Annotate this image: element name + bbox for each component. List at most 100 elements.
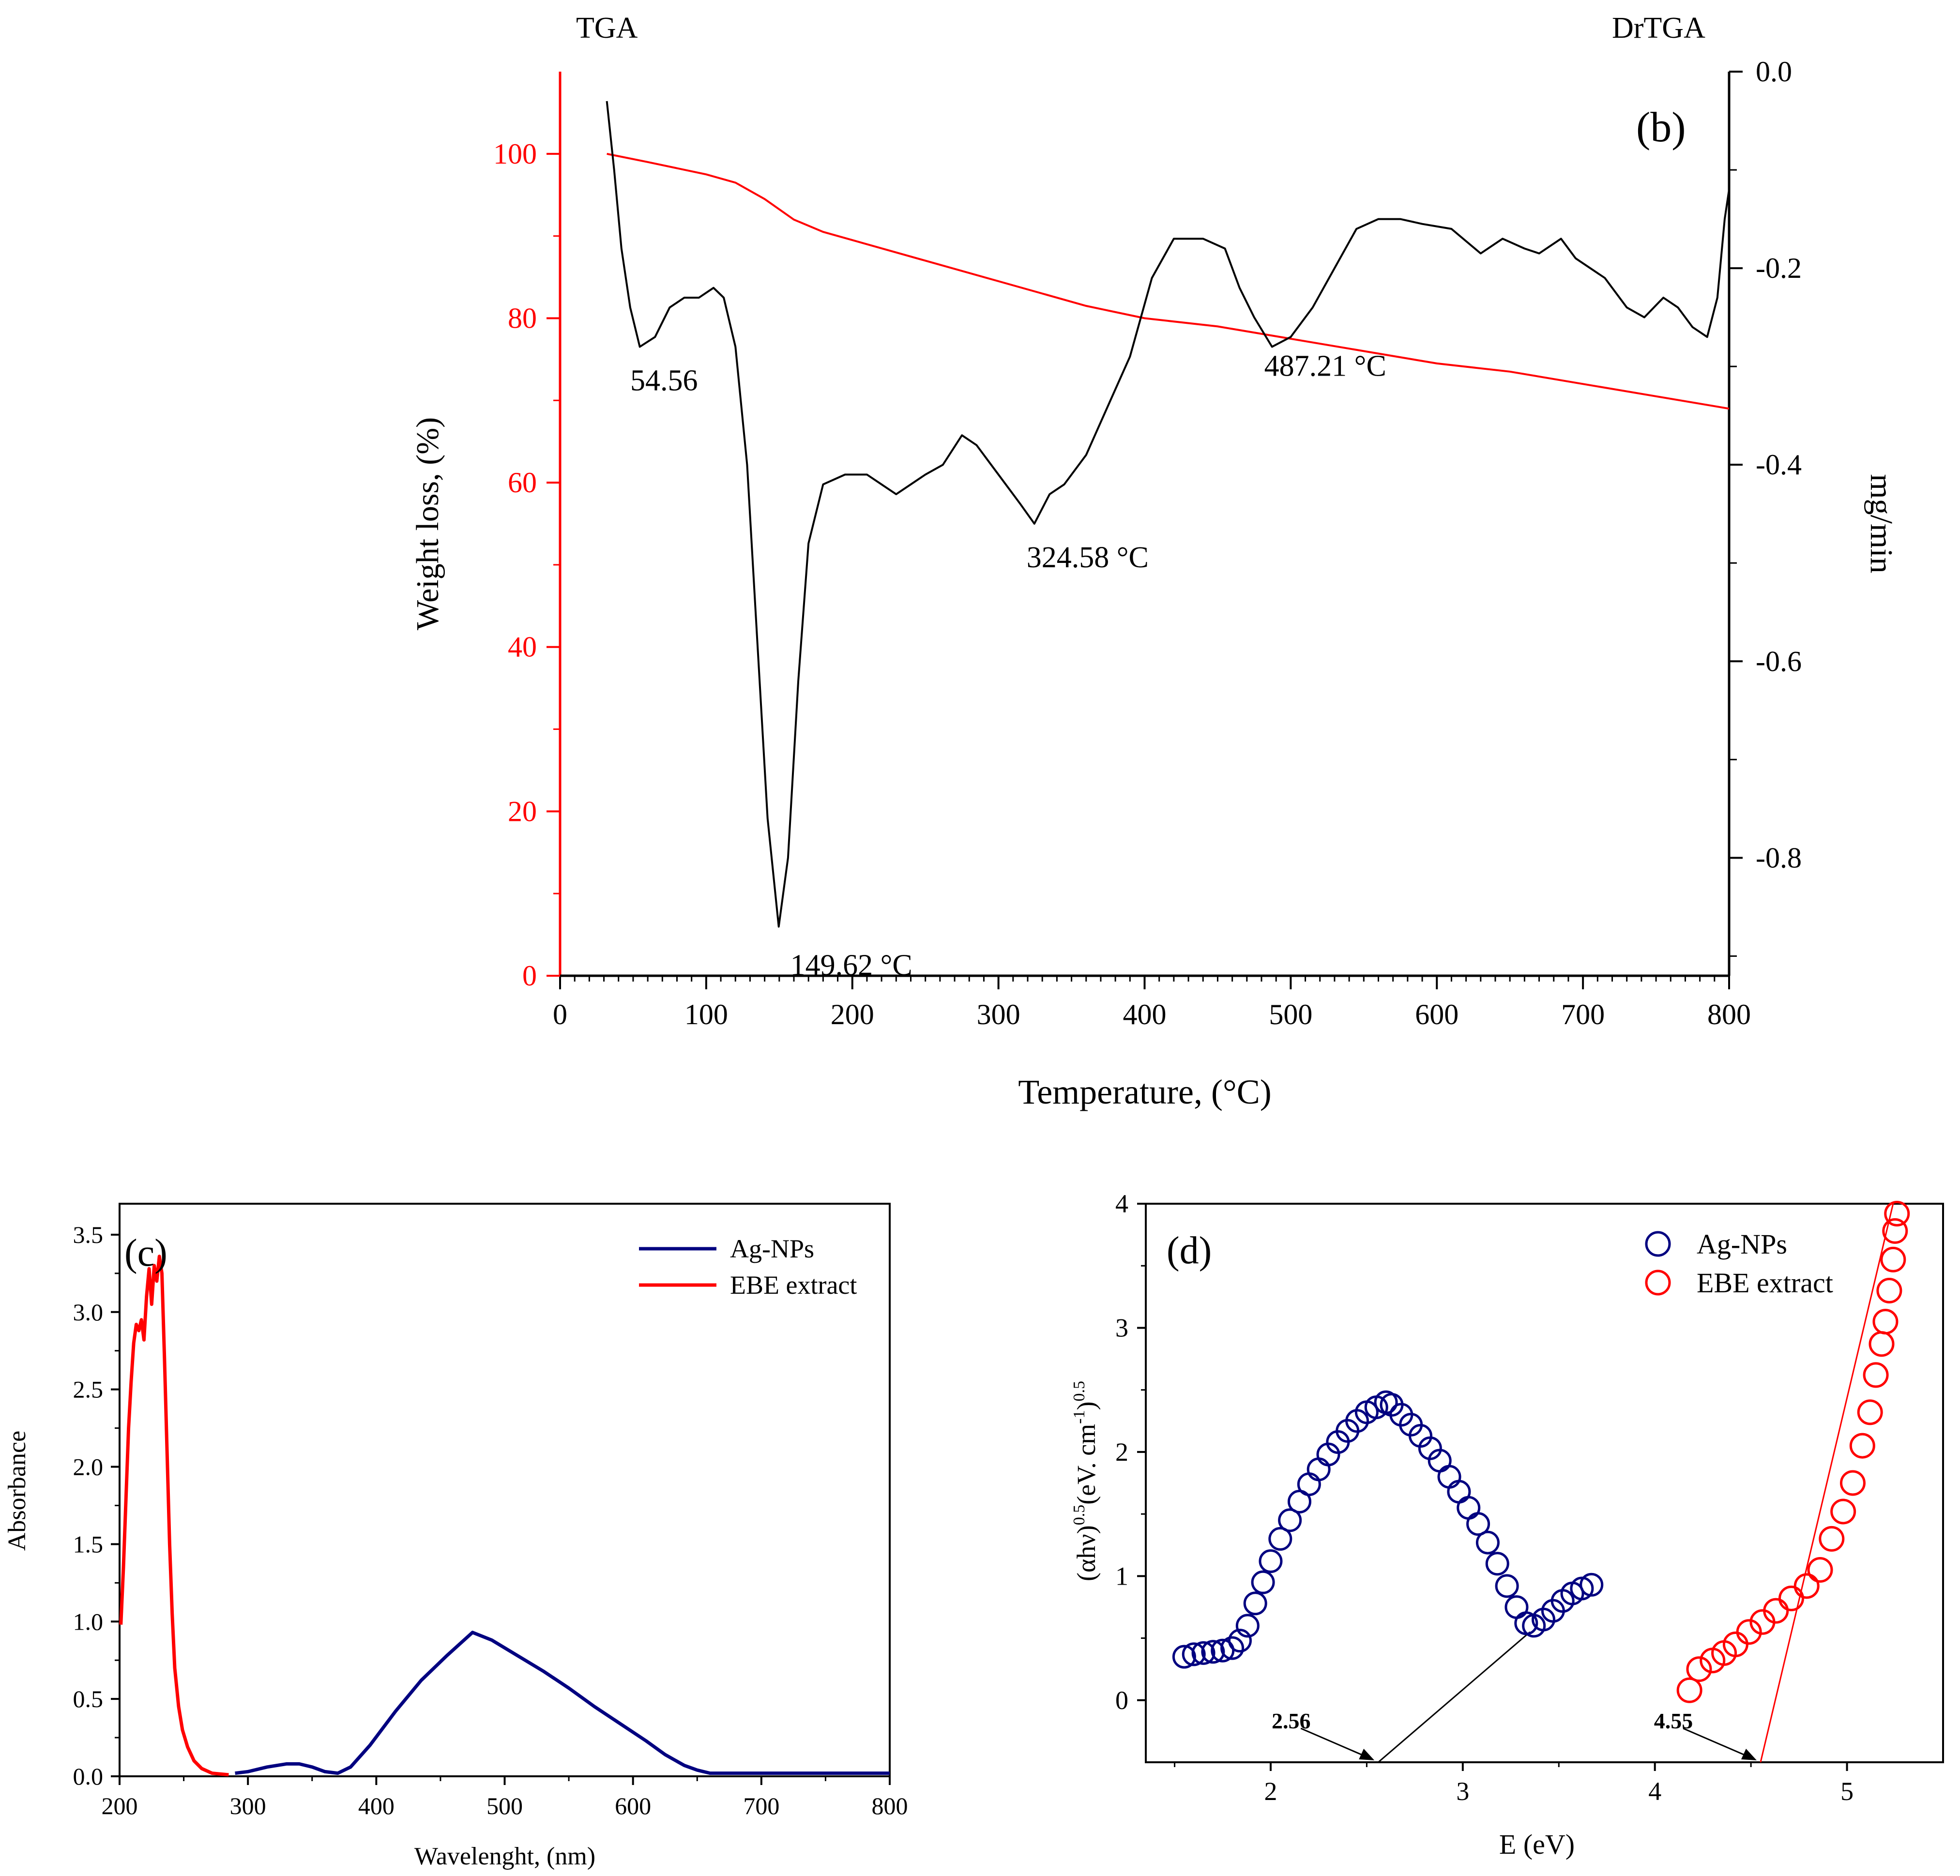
c-x-tick-label: 300: [230, 1792, 266, 1819]
d-ylabel-sup: 0.5: [1070, 1505, 1088, 1526]
panel-c-absorbance-chart: 200 300 400 500 600 700 800 0.0 0.5 1.0 1.5 2.0 2.5…: [3, 1203, 908, 1870]
d-data-marker: [1839, 1470, 1866, 1496]
b-x-tick-label: 300: [977, 999, 1020, 1030]
d-y-tick-label: 0: [1115, 1686, 1128, 1715]
d-y-tick-label: 4: [1115, 1189, 1128, 1218]
d-data-marker: [1686, 1656, 1712, 1682]
d-x-tick-label: 5: [1840, 1777, 1854, 1806]
b-y-tick-label: 0: [522, 960, 537, 992]
d-legend-ebe-extract-marker: [1645, 1270, 1671, 1296]
d-data-marker: [1736, 1619, 1762, 1645]
d-data-marker: [1763, 1598, 1789, 1624]
d-x-ticks: 2 3 4 5: [1174, 1762, 1854, 1806]
b-x-tick-label: 800: [1707, 999, 1751, 1030]
b-x-axis-label: Temperature, (°C): [1018, 1073, 1272, 1111]
c-x-tick-label: 200: [102, 1792, 138, 1819]
b-y2-tick-label: -0.2: [1756, 252, 1802, 284]
d-data-marker: [1849, 1433, 1875, 1459]
b-x-tick-label: 400: [1123, 999, 1167, 1030]
c-panel-label: (c): [124, 1232, 167, 1274]
c-x-tick-label: 700: [743, 1792, 779, 1819]
b-drtga-series-line: [606, 101, 1730, 928]
b-panel-label: (b): [1636, 104, 1686, 151]
d-legend: Ag-NPs EBE extract: [1645, 1228, 1833, 1299]
b-tga-series-line: [607, 152, 1730, 410]
c-y-tick-label: 1.5: [73, 1530, 104, 1558]
c-x-tick-label: 400: [358, 1792, 395, 1819]
d-x-axis-label: E (eV): [1499, 1829, 1575, 1860]
d-data-marker: [1172, 1645, 1196, 1669]
d-data-marker: [1884, 1201, 1910, 1227]
b-peak-label: 487.21 °C: [1264, 350, 1386, 383]
d-data-marker: [1457, 1496, 1481, 1520]
c-x-tick-label: 800: [872, 1792, 908, 1819]
d-ylabel-sup: 0.5: [1070, 1381, 1088, 1402]
d-data-marker: [1793, 1573, 1820, 1599]
d-data-marker: [1830, 1498, 1856, 1525]
d-data-marker: [1495, 1574, 1519, 1598]
d-legend-ag-nps-marker: [1645, 1231, 1671, 1257]
d-data-marker: [1251, 1570, 1275, 1594]
d-data-marker: [1268, 1527, 1292, 1551]
b-peak-label: 149.62 °C: [790, 949, 912, 982]
d-y-tick-label: 3: [1115, 1313, 1128, 1342]
panel-d-tauc-chart: 2 3 4 5 0 1 2 3 4 2.56 4.55 (d) Ag-NPs EBE extra…: [1070, 1189, 1944, 1860]
d-plot-frame: [1145, 1203, 1944, 1763]
d-y-tick-label: 1: [1115, 1561, 1128, 1590]
b-y-tick-label: 40: [508, 631, 537, 663]
b-left-title: TGA: [576, 12, 638, 45]
c-x-ticks: 200 300 400 500 600 700 800: [102, 1776, 908, 1819]
d-ylabel-part: (αhν): [1072, 1525, 1101, 1581]
c-legend-ag-nps-label: Ag-NPs: [730, 1234, 814, 1263]
c-y-tick-label: 2.5: [73, 1376, 104, 1403]
b-y2-tick-label: 0.0: [1756, 56, 1792, 88]
d-y-axis-label: (αhν)0.5(eV. cm-1)0.5: [1070, 1381, 1101, 1581]
d-data-marker: [1863, 1362, 1889, 1388]
d-y-tick-label: 2: [1115, 1437, 1128, 1467]
b-x-tick-label: 700: [1561, 999, 1605, 1030]
d-fit-lines: [1378, 1203, 1894, 1763]
d-ylabel-part: (eV. cm: [1072, 1424, 1101, 1505]
d-data-marker: [1475, 1530, 1500, 1555]
b-y-tick-label: 60: [508, 467, 537, 499]
c-x-tick-label: 600: [615, 1792, 651, 1819]
d-data-marker: [1191, 1641, 1216, 1665]
c-ebe-extract-series-line: [119, 1255, 229, 1777]
d-ylabel-sup: -1: [1070, 1410, 1088, 1424]
d-data-marker: [1211, 1638, 1235, 1663]
b-x-tick-label: 0: [553, 999, 567, 1030]
c-y-tick-label: 3.5: [73, 1221, 104, 1248]
d-data-marker: [1676, 1677, 1702, 1703]
d-annotation-arrow: [1300, 1727, 1373, 1760]
d-data-marker: [1235, 1614, 1260, 1638]
d-data-marker: [1485, 1552, 1509, 1576]
d-data-marker: [1220, 1636, 1245, 1660]
d-x-tick-label: 4: [1648, 1777, 1661, 1806]
b-y2-tick-label: -0.6: [1756, 645, 1802, 677]
d-data-marker: [1259, 1549, 1283, 1573]
b-x-tick-label: 500: [1269, 999, 1312, 1030]
d-data-marker: [1297, 1472, 1321, 1497]
b-peak-label: 54.56: [630, 364, 698, 397]
b-right-title: DrTGA: [1612, 12, 1705, 45]
d-data-marker: [1857, 1399, 1883, 1425]
c-y-tick-label: 0.5: [73, 1685, 104, 1712]
b-y2-axis-label: mg/min: [1864, 474, 1899, 573]
d-data-marker: [1580, 1573, 1604, 1597]
d-x-tick-label: 3: [1456, 1777, 1469, 1806]
b-y2-tick-label: -0.8: [1756, 842, 1802, 874]
d-legend-ebe-extract-label: EBE extract: [1697, 1267, 1833, 1299]
d-y-ticks: 0 1 2 3 4: [1115, 1189, 1146, 1715]
d-data-markers: [1172, 1201, 1910, 1703]
d-data-marker: [1872, 1309, 1899, 1335]
d-annotation-label: 2.56: [1272, 1709, 1311, 1733]
b-peak-label: 324.58 °C: [1027, 541, 1149, 574]
d-data-marker: [1807, 1557, 1833, 1583]
d-x-tick-label: 2: [1264, 1777, 1277, 1806]
d-data-marker: [1243, 1591, 1267, 1616]
b-y-tick-label: 20: [508, 795, 537, 827]
c-y-tick-label: 2.0: [73, 1453, 104, 1481]
d-data-marker: [1437, 1465, 1461, 1489]
c-x-axis-label: Wavelenght, (nm): [414, 1843, 595, 1870]
